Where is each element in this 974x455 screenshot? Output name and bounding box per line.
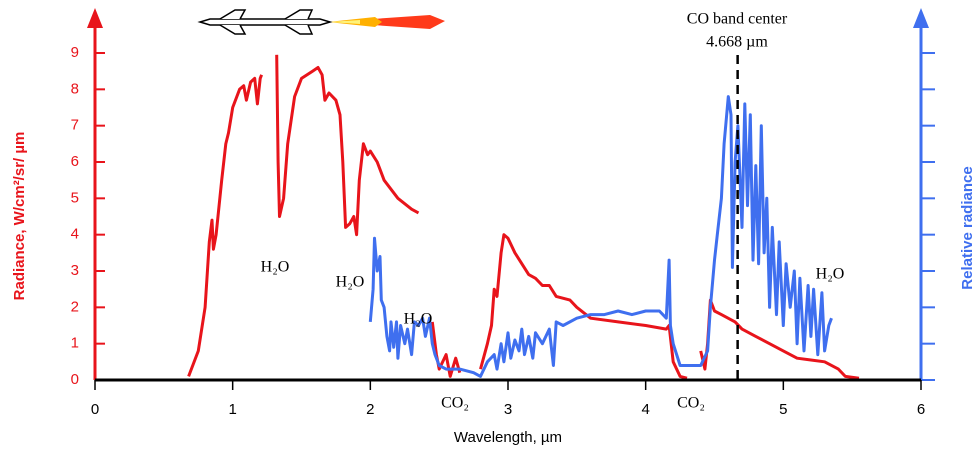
annotation: H₂O bbox=[404, 311, 433, 328]
y-tick-label: 3 bbox=[71, 262, 79, 279]
annotation: H₂O bbox=[816, 266, 845, 283]
y-tick-label: 1 bbox=[71, 335, 79, 352]
x-tick-label: 1 bbox=[228, 401, 236, 418]
x-axis-label: Wavelength, µm bbox=[454, 429, 562, 446]
annotation: CO₂ bbox=[441, 395, 469, 412]
x-tick-label: 4 bbox=[641, 401, 649, 418]
band-center-title: CO band center bbox=[687, 11, 788, 28]
y2-axis-arrow bbox=[913, 8, 929, 28]
x-tick-label: 3 bbox=[504, 401, 512, 418]
y-tick-label: 6 bbox=[71, 153, 79, 170]
annotation: H₂O bbox=[336, 274, 365, 291]
y-axis-label: Radiance, W/cm²/sr/ µm bbox=[11, 132, 28, 301]
y-tick-label: 5 bbox=[71, 189, 79, 206]
y2-axis-label: Relative radiance bbox=[959, 166, 974, 289]
y-tick-label: 7 bbox=[71, 117, 79, 134]
annotation: CO₂ bbox=[677, 395, 705, 412]
x-tick-label: 5 bbox=[779, 401, 787, 418]
x-tick-label: 2 bbox=[366, 401, 374, 418]
y-axis-arrow bbox=[87, 8, 103, 28]
y-tick-label: 8 bbox=[71, 80, 79, 97]
y-tick-label: 2 bbox=[71, 298, 79, 315]
y-tick-label: 9 bbox=[71, 44, 79, 61]
x-tick-label: 0 bbox=[91, 401, 99, 418]
annotation: H₂O bbox=[261, 259, 290, 276]
x-tick-label: 6 bbox=[917, 401, 925, 418]
band-center-label: 4.668 µm bbox=[706, 34, 768, 51]
y-tick-label: 4 bbox=[71, 226, 79, 243]
series-line bbox=[187, 54, 860, 380]
rocket-icon bbox=[197, 9, 445, 35]
series-line bbox=[368, 95, 833, 378]
y-tick-label: 0 bbox=[71, 371, 79, 388]
